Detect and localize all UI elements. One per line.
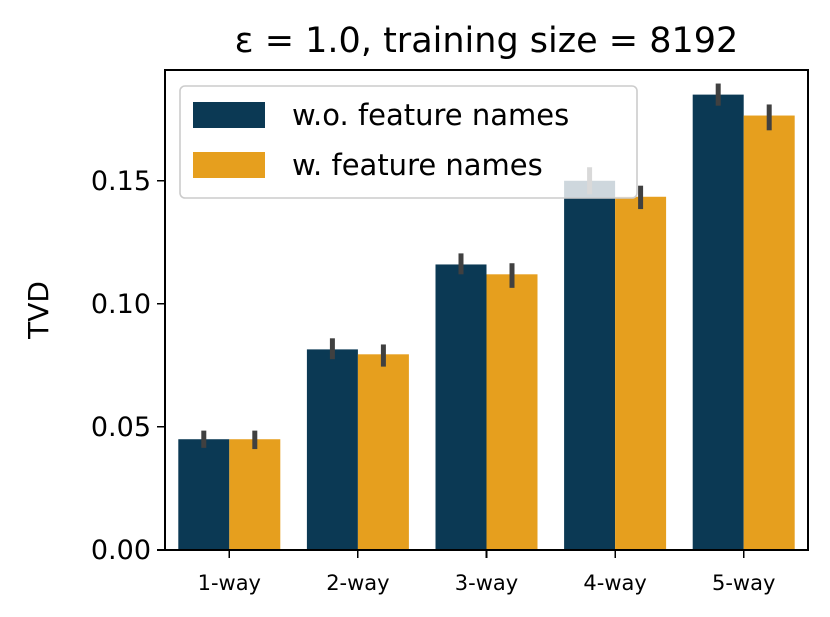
bar-w-feature-names-1-way	[229, 439, 281, 550]
legend: w.o. feature names w. feature names	[179, 85, 638, 199]
y-axis-label: TVD	[22, 281, 55, 340]
bar-wo-feature-names-1-way	[178, 439, 230, 550]
legend-swatch-w-feature-names	[193, 152, 265, 178]
legend-label-wo-feature-names: w.o. feature names	[292, 98, 569, 132]
legend-label-w-feature-names: w. feature names	[292, 148, 543, 182]
bar-w-feature-names-2-way	[357, 354, 409, 550]
ticks-layer: 0.00 0.05 0.10 0.15 1-way 2-way 3-way 4-way 5-wa…	[91, 166, 776, 595]
bar-w-feature-names-5-way	[743, 115, 795, 551]
y-tick-label: 0.00	[91, 535, 151, 566]
bar-wo-feature-names-3-way	[435, 264, 487, 550]
y-tick-label: 0.05	[91, 412, 151, 443]
chart-title: ε = 1.0, training size = 8192	[235, 21, 739, 61]
legend-swatch-wo-feature-names	[193, 102, 265, 128]
x-tick-label: 4-way	[583, 571, 646, 595]
legend-box	[179, 85, 638, 199]
bar-wo-feature-names-4-way	[564, 180, 616, 550]
y-tick-label: 0.10	[91, 289, 151, 320]
bars-layer	[178, 94, 795, 551]
bar-w-feature-names-3-way	[486, 274, 538, 550]
y-tick-label: 0.15	[91, 166, 151, 197]
bar-w-feature-names-4-way	[615, 196, 667, 550]
x-tick-label: 3-way	[455, 571, 518, 595]
bar-wo-feature-names-2-way	[306, 349, 358, 550]
bar-wo-feature-names-5-way	[692, 94, 744, 550]
x-tick-label: 1-way	[198, 571, 261, 595]
x-tick-label: 2-way	[326, 571, 389, 595]
x-tick-label: 5-way	[712, 571, 775, 595]
